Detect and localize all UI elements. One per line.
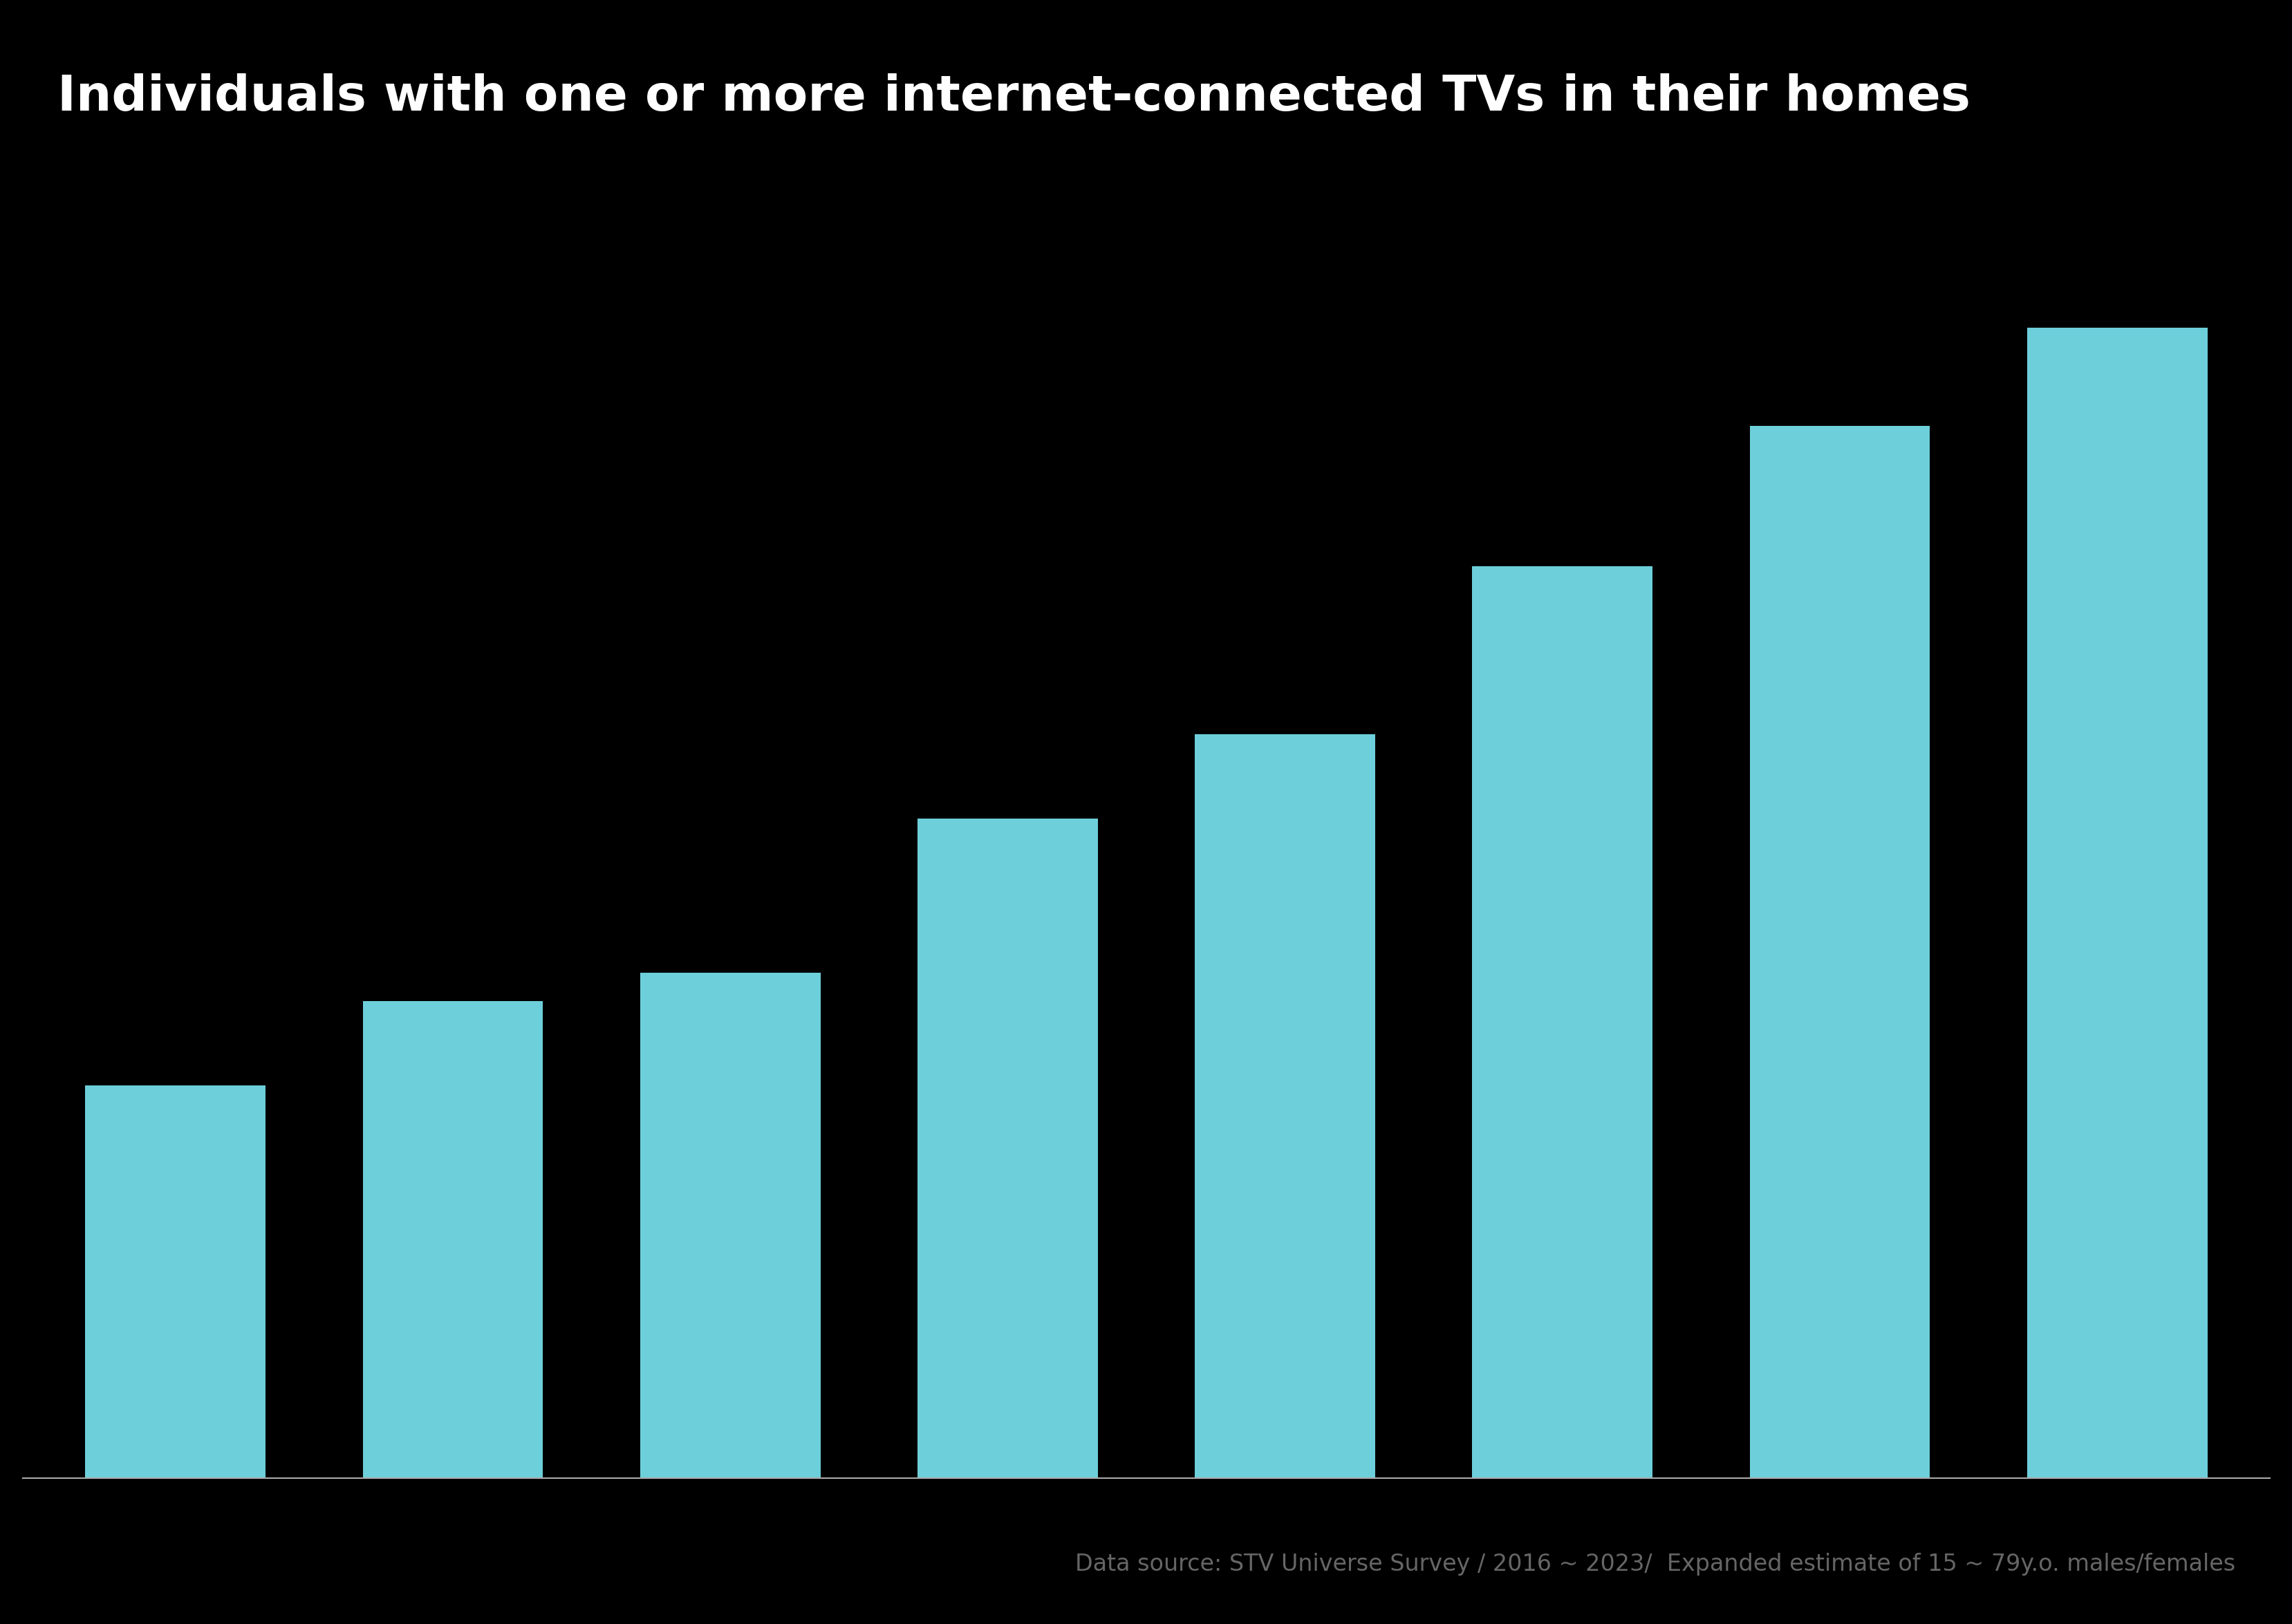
Bar (2026, 328, 2207, 1478)
Bar (1471, 567, 1653, 1478)
Bar (1194, 734, 1375, 1478)
Bar (1749, 425, 1930, 1478)
Bar (917, 818, 1098, 1478)
Text: Data source: STV Universe Survey / 2016 ~ 2023/  Expanded estimate of 15 ~ 79y.o: Data source: STV Universe Survey / 2016 … (1075, 1553, 2235, 1575)
Bar (85, 1085, 266, 1478)
Bar (362, 1000, 543, 1478)
Bar (639, 973, 821, 1478)
Text: Individuals with one or more internet-connected TVs in their homes: Individuals with one or more internet-co… (57, 73, 1969, 120)
